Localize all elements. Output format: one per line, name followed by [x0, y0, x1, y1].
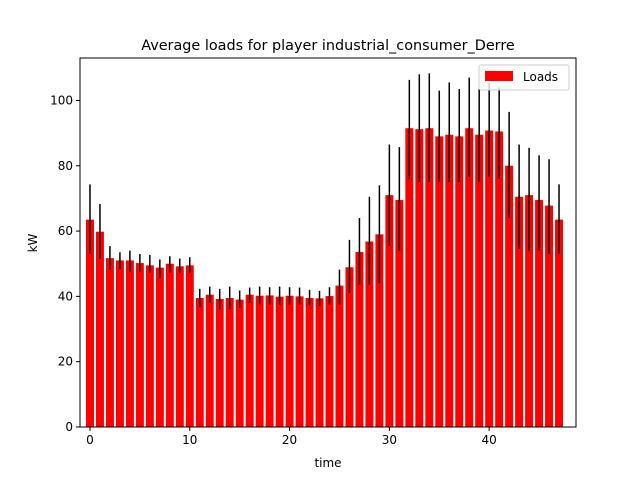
bar [385, 195, 394, 427]
bars-group [85, 128, 564, 428]
bar [395, 200, 404, 427]
y-tick-label: 60 [58, 224, 73, 238]
bar [145, 265, 154, 427]
bar [165, 263, 174, 427]
y-tick-label: 20 [58, 355, 73, 369]
bar [335, 285, 344, 427]
legend-swatch [485, 71, 513, 81]
bar [175, 266, 184, 427]
bar [525, 195, 534, 427]
bar [105, 258, 114, 427]
bar [125, 260, 134, 427]
x-tick-label: 40 [482, 433, 497, 447]
bar [215, 298, 224, 427]
bar [185, 265, 194, 427]
bar [315, 298, 324, 427]
bar [465, 128, 474, 428]
bar [475, 134, 484, 427]
bar [205, 294, 214, 427]
x-ticks-group: 0 10 20 30 40 [86, 427, 497, 447]
bar [405, 128, 414, 428]
bar [265, 295, 274, 427]
bar [485, 130, 494, 427]
bar [455, 136, 464, 427]
axes-group [79, 57, 577, 428]
plot-frame [79, 57, 577, 428]
bar [195, 298, 204, 427]
bar [515, 196, 524, 427]
legend-label: Loads [523, 70, 558, 84]
bar [505, 165, 514, 428]
x-tick-label: 20 [282, 433, 297, 447]
bar [115, 260, 124, 427]
bar [435, 136, 444, 427]
bar [295, 296, 304, 427]
x-tick-label: 10 [182, 433, 197, 447]
bar [235, 299, 244, 427]
x-axis-label: time [314, 456, 341, 470]
bar [425, 128, 434, 428]
bar [225, 298, 234, 427]
y-tick-label: 40 [58, 289, 73, 303]
x-tick-label: 0 [86, 433, 94, 447]
error-bars-group [89, 73, 560, 310]
bar [85, 219, 94, 427]
bar [375, 234, 384, 427]
bar [305, 298, 314, 427]
bar [445, 134, 454, 427]
bar [285, 295, 294, 427]
x-tick-label: 30 [382, 433, 397, 447]
bar [255, 295, 264, 427]
bar [345, 267, 354, 427]
bar [355, 251, 364, 427]
bar [365, 241, 374, 427]
chart-title: Average loads for player industrial_cons… [141, 38, 515, 54]
bar [155, 267, 164, 427]
bar [325, 296, 334, 427]
bar [275, 296, 284, 427]
y-ticks-group: 0 20 40 60 80 100 [50, 93, 80, 434]
bar [245, 294, 254, 427]
bar [95, 231, 104, 427]
bar [495, 131, 504, 427]
y-tick-label: 100 [50, 93, 73, 107]
y-axis-label: kW [26, 233, 40, 252]
bar [545, 205, 554, 427]
legend: Loads [478, 64, 570, 91]
y-tick-label: 80 [58, 159, 73, 173]
bar [415, 129, 424, 427]
bar [555, 219, 564, 427]
bar [135, 263, 144, 427]
bar [535, 200, 544, 427]
y-tick-label: 0 [65, 420, 73, 434]
